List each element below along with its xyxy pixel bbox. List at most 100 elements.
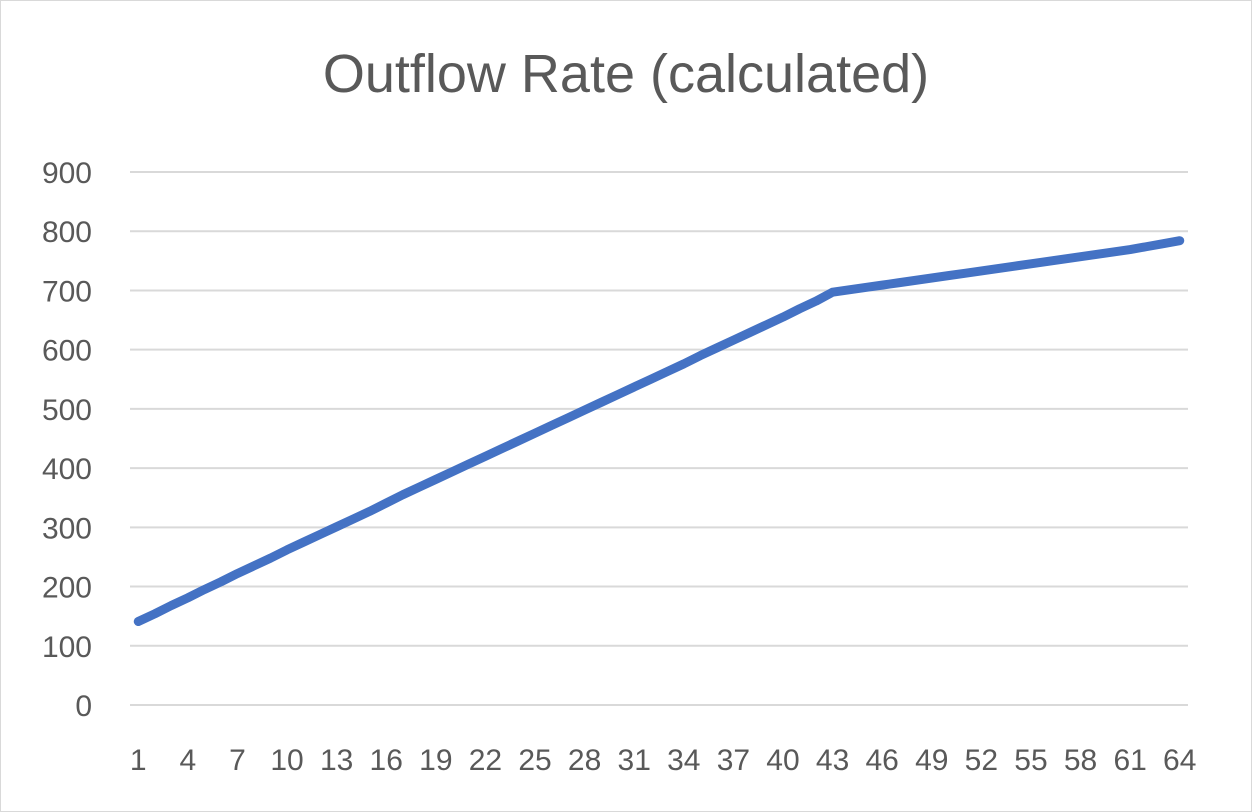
x-tick-label: 28 [568, 744, 601, 777]
data-point [944, 272, 952, 280]
data-point [597, 398, 605, 406]
x-tick-label: 52 [965, 744, 998, 777]
y-tick-label: 200 [42, 572, 92, 605]
x-tick-label: 40 [766, 744, 799, 777]
gridlines [130, 171, 1188, 706]
data-point [167, 602, 175, 610]
x-tick-label: 58 [1064, 744, 1097, 777]
x-axis-tick-labels: 1 4 7 10 13 16 19 22 25 28 31 34 37 40 43 46 49 52 55 58 61 6… [130, 744, 1197, 777]
y-tick-label: 900 [42, 157, 92, 190]
data-point [581, 406, 589, 414]
data-point [333, 523, 341, 531]
data-point [1027, 260, 1035, 268]
data-point [481, 452, 489, 460]
y-tick-label: 0 [75, 690, 92, 723]
data-point [845, 286, 853, 294]
x-tick-label: 55 [1014, 744, 1047, 777]
data-point [564, 414, 572, 422]
data-point [151, 610, 159, 618]
data-point [1093, 250, 1101, 258]
data-point [895, 279, 903, 287]
y-tick-label: 400 [42, 453, 92, 486]
data-point [382, 499, 390, 507]
data-point [862, 283, 870, 291]
series-layer [133, 236, 1185, 626]
y-tick-label: 700 [42, 275, 92, 308]
data-point [911, 276, 919, 284]
data-point [696, 352, 704, 360]
data-point [779, 313, 787, 321]
data-point [415, 483, 423, 491]
data-point [1010, 262, 1018, 270]
x-tick-label: 34 [667, 744, 700, 777]
data-point [233, 570, 241, 578]
data-point [349, 515, 357, 523]
data-point [630, 383, 638, 391]
data-point [977, 267, 985, 275]
data-point [300, 538, 308, 546]
data-point [200, 586, 208, 594]
x-tick-label: 43 [816, 744, 849, 777]
x-tick-label: 37 [717, 744, 750, 777]
data-point [316, 530, 324, 538]
data-point [812, 297, 820, 305]
data-point [762, 321, 770, 329]
data-point [250, 562, 258, 570]
data-point [531, 429, 539, 437]
data-point [1176, 237, 1184, 245]
data-point [614, 391, 622, 399]
x-tick-label: 46 [865, 744, 898, 777]
x-tick-label: 4 [180, 744, 197, 777]
data-point [366, 507, 374, 515]
y-tick-label: 300 [42, 512, 92, 545]
data-point [498, 445, 506, 453]
data-point [432, 475, 440, 483]
x-tick-label: 49 [915, 744, 948, 777]
data-point [465, 460, 473, 468]
data-point [928, 274, 936, 282]
data-point [1110, 248, 1118, 256]
data-point [1159, 240, 1167, 248]
chart-title: Outflow Rate (calculated) [322, 44, 930, 104]
y-tick-label: 600 [42, 335, 92, 368]
data-point [994, 265, 1002, 273]
x-tick-label: 22 [469, 744, 502, 777]
data-point [729, 336, 737, 344]
data-point [796, 305, 804, 313]
data-point [663, 368, 671, 376]
x-tick-label: 61 [1113, 744, 1146, 777]
data-point [878, 281, 886, 289]
data-point [1077, 253, 1085, 261]
y-axis-tick-labels: 0 100 200 300 400 500 600 700 800 900 [42, 157, 92, 723]
x-tick-label: 31 [618, 744, 651, 777]
y-tick-label: 100 [42, 631, 92, 664]
x-tick-label: 7 [229, 744, 246, 777]
data-point [713, 344, 721, 352]
data-point [184, 594, 192, 602]
data-point [746, 328, 754, 336]
data-point [829, 288, 837, 296]
data-point [514, 437, 522, 445]
x-tick-label: 64 [1163, 744, 1196, 777]
y-tick-label: 500 [42, 394, 92, 427]
data-point [647, 375, 655, 383]
x-tick-label: 16 [370, 744, 403, 777]
x-tick-label: 10 [270, 744, 303, 777]
data-point [267, 554, 275, 562]
data-point [1060, 255, 1068, 263]
data-point [548, 421, 556, 429]
data-point [283, 546, 291, 554]
x-tick-label: 1 [130, 744, 147, 777]
data-point [1143, 243, 1151, 251]
y-tick-label: 800 [42, 216, 92, 249]
data-point [134, 617, 142, 625]
x-tick-label: 19 [419, 744, 452, 777]
data-point [399, 491, 407, 499]
x-tick-label: 25 [518, 744, 551, 777]
data-point [1126, 246, 1134, 254]
data-point [448, 468, 456, 476]
data-point [961, 269, 969, 277]
series-line [133, 236, 1185, 626]
